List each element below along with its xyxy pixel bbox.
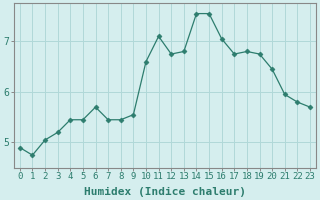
X-axis label: Humidex (Indice chaleur): Humidex (Indice chaleur) [84,186,246,197]
